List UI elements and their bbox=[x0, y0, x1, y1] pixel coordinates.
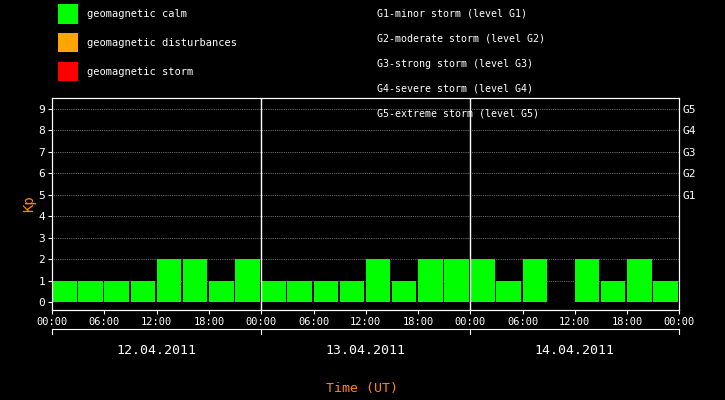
Text: 14.04.2011: 14.04.2011 bbox=[535, 344, 615, 357]
Text: geomagnetic calm: geomagnetic calm bbox=[87, 9, 187, 19]
Bar bbox=[52, 281, 77, 302]
Bar bbox=[130, 281, 155, 302]
Bar bbox=[392, 281, 416, 302]
Bar bbox=[78, 281, 103, 302]
Text: G3-strong storm (level G3): G3-strong storm (level G3) bbox=[377, 59, 533, 69]
Bar bbox=[497, 281, 521, 302]
Bar bbox=[471, 260, 495, 302]
Text: geomagnetic storm: geomagnetic storm bbox=[87, 67, 194, 77]
Bar bbox=[313, 281, 338, 302]
Bar bbox=[287, 281, 312, 302]
Bar bbox=[157, 260, 181, 302]
Bar bbox=[418, 260, 442, 302]
Text: G2-moderate storm (level G2): G2-moderate storm (level G2) bbox=[377, 34, 545, 44]
Bar bbox=[104, 281, 129, 302]
Bar bbox=[601, 281, 626, 302]
Bar bbox=[235, 260, 260, 302]
Bar bbox=[365, 260, 390, 302]
Text: G5-extreme storm (level G5): G5-extreme storm (level G5) bbox=[377, 108, 539, 118]
Text: G1-minor storm (level G1): G1-minor storm (level G1) bbox=[377, 9, 527, 19]
Text: G4-severe storm (level G4): G4-severe storm (level G4) bbox=[377, 84, 533, 94]
Text: geomagnetic disturbances: geomagnetic disturbances bbox=[87, 38, 237, 48]
Bar bbox=[575, 260, 600, 302]
Text: 13.04.2011: 13.04.2011 bbox=[326, 344, 406, 357]
Bar bbox=[653, 281, 678, 302]
Bar bbox=[209, 281, 233, 302]
Bar bbox=[339, 281, 364, 302]
Bar bbox=[523, 260, 547, 302]
Y-axis label: Kp: Kp bbox=[22, 196, 36, 212]
Bar bbox=[183, 260, 207, 302]
Text: Time (UT): Time (UT) bbox=[326, 382, 399, 395]
Bar bbox=[444, 260, 469, 302]
Bar bbox=[261, 281, 286, 302]
Text: 12.04.2011: 12.04.2011 bbox=[117, 344, 196, 357]
Bar bbox=[627, 260, 652, 302]
